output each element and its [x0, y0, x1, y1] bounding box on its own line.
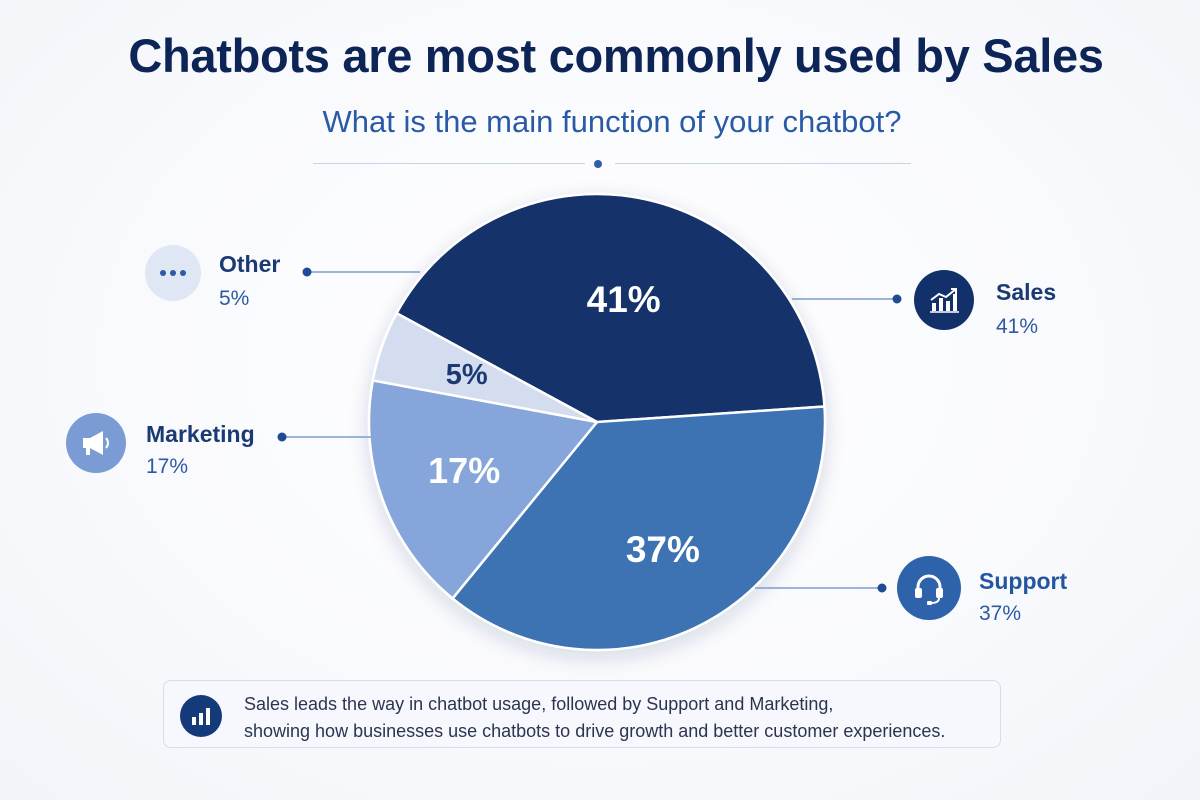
summary-note-text: Sales leads the way in chatbot usage, fo… — [244, 691, 945, 745]
leader-sales-dot — [892, 294, 902, 304]
megaphone-icon — [66, 413, 126, 473]
pie-slice-sales — [395, 192, 826, 424]
pie-slice-other — [371, 311, 599, 424]
legend-support-name: Support — [979, 568, 1068, 594]
slice-label-sales: 41% — [587, 279, 661, 320]
legend-sales-pct: 41% — [996, 315, 1039, 338]
chart-subtitle: What is the main function of your chatbo… — [322, 104, 902, 139]
legend-marketing-name: Marketing — [146, 421, 255, 447]
divider-left — [313, 163, 585, 164]
headset-icon — [897, 556, 961, 620]
ellipsis-icon — [145, 245, 201, 301]
divider-dot — [594, 160, 602, 168]
legend-support-pct: 37% — [979, 602, 1022, 625]
legend-other-name: Other — [219, 251, 281, 277]
summary-note: Sales leads the way in chatbot usage, fo… — [163, 680, 1001, 748]
chart-title: Chatbots are most commonly used by Sales — [128, 29, 1104, 82]
slice-label-marketing: 17% — [428, 450, 500, 491]
chart-growth-icon — [914, 270, 974, 330]
legend-sales-name: Sales — [996, 279, 1057, 305]
divider-right — [615, 163, 911, 164]
legend-other-pct: 5% — [219, 287, 250, 310]
summary-note-line-2: showing how businesses use chatbots to d… — [244, 721, 946, 741]
bar-chart-icon — [180, 695, 222, 737]
slice-label-support: 37% — [626, 529, 700, 570]
slice-label-other: 5% — [446, 359, 488, 391]
pie-slice-marketing — [367, 379, 599, 600]
legend-marketing-pct: 17% — [146, 455, 189, 478]
summary-note-line-1: Sales leads the way in chatbot usage, fo… — [244, 694, 834, 714]
leader-other-dot — [302, 267, 312, 277]
leader-support-dot — [877, 583, 887, 593]
leader-marketing-dot — [277, 432, 287, 442]
pie-slice-support — [451, 405, 827, 652]
